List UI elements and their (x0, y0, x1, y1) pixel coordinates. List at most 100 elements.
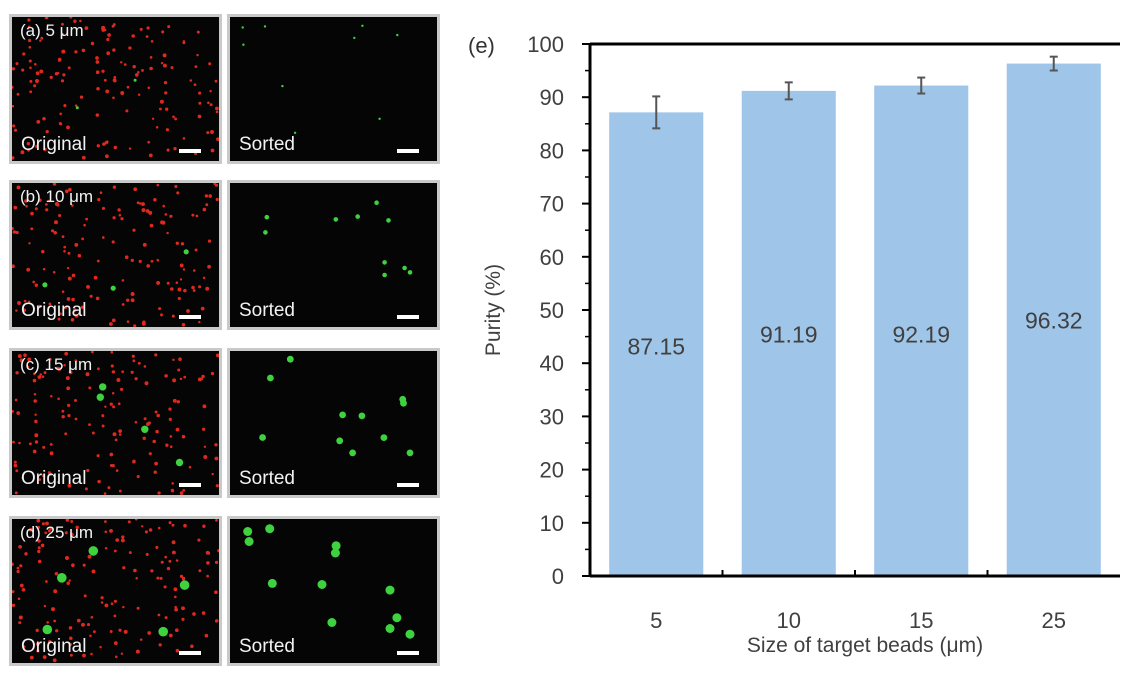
red-bead (80, 305, 85, 309)
red-bead (166, 566, 171, 571)
red-bead (47, 199, 51, 203)
red-bead (157, 526, 161, 530)
red-bead (69, 17, 73, 19)
red-bead (201, 374, 205, 379)
red-bead (20, 150, 25, 155)
red-bead (109, 630, 113, 633)
red-bead (113, 599, 117, 603)
green-bead (243, 527, 253, 536)
scale-bar (179, 149, 201, 153)
red-bead (121, 535, 125, 539)
green-bead (263, 230, 268, 235)
red-bead (18, 544, 22, 549)
red-bead (168, 417, 172, 422)
red-bead (99, 645, 102, 649)
red-bead (124, 255, 129, 260)
green-bead (241, 26, 244, 29)
red-bead (214, 456, 219, 461)
red-bead (26, 267, 31, 272)
red-bead (99, 191, 103, 194)
red-bead (95, 56, 99, 60)
red-bead (183, 288, 187, 293)
red-bead (51, 607, 55, 612)
red-bead (173, 147, 177, 151)
red-bead (106, 37, 110, 42)
green-bead (42, 282, 48, 288)
red-bead (149, 56, 153, 59)
red-bead (170, 66, 174, 70)
red-bead (142, 242, 147, 247)
green-bead (57, 573, 67, 583)
red-bead (29, 90, 33, 94)
red-bead (113, 145, 118, 150)
red-bead (12, 440, 15, 444)
red-bead (113, 79, 117, 83)
red-bead (206, 574, 209, 578)
red-bead (42, 655, 47, 659)
red-bead (76, 618, 81, 623)
red-bead (118, 433, 122, 436)
red-bead (157, 491, 161, 495)
green-bead (242, 43, 245, 46)
green-bead (281, 84, 284, 88)
bead-field (263, 200, 413, 278)
red-bead (36, 519, 41, 523)
red-bead (35, 71, 40, 76)
green-bead (333, 217, 339, 222)
red-bead (153, 470, 157, 474)
x-axis-ticks: 5 10 15 25 (650, 570, 1066, 633)
red-bead (35, 642, 40, 646)
red-bead (101, 25, 106, 30)
red-bead (139, 638, 143, 641)
red-bead (106, 140, 109, 143)
red-bead (198, 285, 202, 289)
red-bead (130, 298, 135, 303)
red-bead (188, 465, 192, 469)
red-bead (112, 405, 116, 409)
red-bead (17, 354, 22, 359)
red-bead (24, 552, 28, 556)
red-bead (171, 540, 176, 545)
red-bead (156, 413, 160, 418)
red-bead (121, 303, 125, 306)
red-bead (200, 377, 204, 381)
red-bead (208, 194, 212, 198)
red-bead (13, 128, 18, 132)
red-bead (150, 259, 154, 263)
red-bead (12, 124, 16, 128)
green-bead (110, 285, 116, 291)
red-bead (117, 402, 121, 406)
red-bead (91, 431, 95, 435)
red-bead (56, 203, 60, 207)
red-bead (112, 185, 117, 189)
y-tick-label: 70 (540, 192, 564, 217)
red-bead (19, 564, 23, 568)
red-bead (71, 297, 75, 302)
red-bead (156, 258, 160, 262)
red-bead (123, 63, 127, 66)
panel-caption-sorted: Sorted (239, 636, 295, 657)
red-bead (156, 183, 160, 187)
red-bead (40, 543, 45, 548)
red-bead (12, 156, 15, 160)
red-bead (163, 585, 167, 589)
red-bead (174, 628, 179, 633)
x-tick-label: 25 (1042, 608, 1066, 633)
green-bead (293, 131, 297, 134)
micrograph-grid: (a) 5 μm Original Sorted (b) 10 μm Origi… (0, 0, 450, 675)
red-bead (160, 560, 164, 564)
red-bead (97, 479, 101, 484)
purity-bar-chart: (e) 0 10 20 30 40 50 60 70 80 90 100 87.15 91.19 92.… (468, 32, 1120, 657)
red-bead (74, 417, 78, 421)
red-bead (71, 273, 76, 278)
micrograph-sorted-15um: Sorted (227, 348, 440, 498)
red-bead (162, 204, 166, 208)
red-bead (65, 376, 70, 381)
bead-field (259, 355, 414, 457)
red-bead (64, 305, 68, 309)
red-bead (12, 85, 14, 89)
red-bead (126, 85, 130, 89)
red-bead (64, 531, 68, 535)
red-bead (146, 264, 150, 268)
green-bead (385, 585, 395, 595)
